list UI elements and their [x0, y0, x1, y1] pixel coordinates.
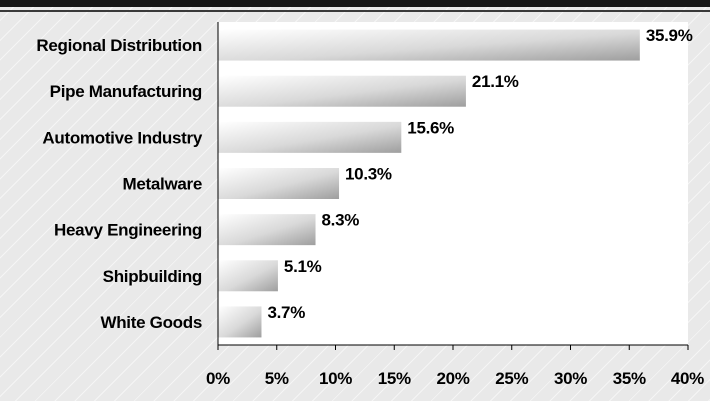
data-label: 15.6%	[407, 118, 454, 137]
x-tick-label: 25%	[495, 369, 528, 388]
category-label: Pipe Manufacturing	[50, 82, 202, 101]
data-label: 10.3%	[345, 165, 392, 184]
bar	[218, 306, 262, 338]
bar	[218, 214, 316, 246]
x-tick-label: 30%	[554, 369, 587, 388]
category-label: Shipbuilding	[103, 267, 202, 286]
bar	[218, 260, 278, 292]
category-label: Regional Distribution	[36, 36, 202, 55]
x-tick-label: 5%	[265, 369, 289, 388]
data-label: 5.1%	[284, 257, 322, 276]
category-label: Metalware	[122, 175, 202, 194]
data-label: 21.1%	[472, 72, 519, 91]
x-tick-label: 0%	[206, 369, 230, 388]
x-tick-label: 10%	[319, 369, 352, 388]
bar	[218, 121, 402, 153]
data-label: 8.3%	[322, 211, 360, 230]
category-label: White Goods	[100, 313, 202, 332]
top-band	[0, 0, 710, 7]
data-label: 3.7%	[267, 303, 305, 322]
category-label: Heavy Engineering	[54, 221, 202, 240]
x-tick-label: 15%	[378, 369, 411, 388]
bar	[218, 75, 466, 107]
x-tick-label: 40%	[671, 369, 704, 388]
category-label: Automotive Industry	[42, 128, 202, 147]
data-label: 35.9%	[646, 26, 693, 45]
x-tick-label: 20%	[436, 369, 469, 388]
top-rule	[0, 10, 710, 12]
x-tick-label: 35%	[613, 369, 646, 388]
bar	[218, 29, 640, 61]
bar	[218, 168, 340, 199]
